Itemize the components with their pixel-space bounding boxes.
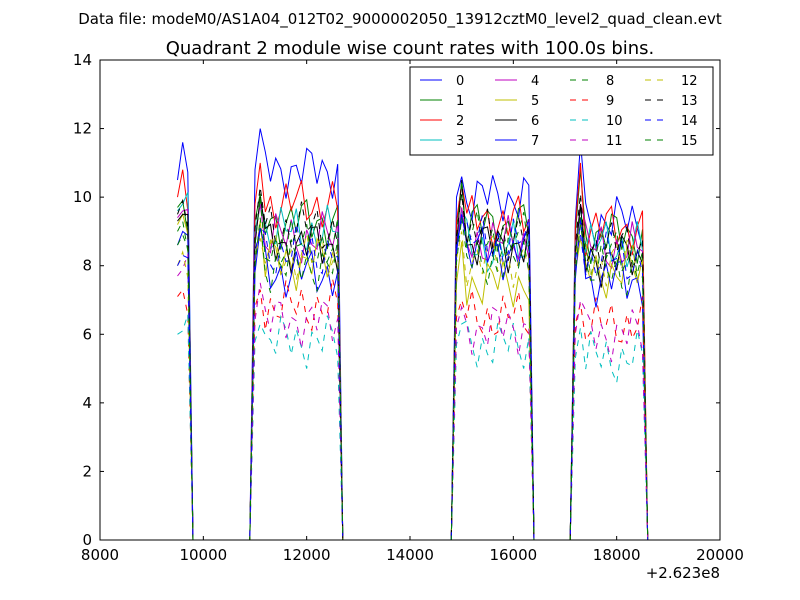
x-tick-label: 14000	[386, 546, 434, 564]
legend-label-3: 3	[456, 134, 464, 149]
y-tick-label: 6	[82, 325, 92, 343]
series-line-4	[177, 203, 649, 540]
legend-label-15: 15	[681, 134, 698, 149]
series-line-5	[177, 212, 649, 540]
series-line-15	[177, 217, 649, 540]
legend-label-11: 11	[606, 134, 623, 149]
x-tick-label: 20000	[696, 546, 744, 564]
legend-label-6: 6	[531, 114, 539, 129]
legend-label-7: 7	[531, 134, 539, 149]
y-tick-label: 12	[73, 120, 92, 138]
series-layer	[177, 128, 649, 540]
y-tick-label: 8	[82, 257, 92, 275]
x-offset-label: +2.623e8	[646, 564, 720, 582]
series-line-9	[177, 278, 649, 540]
legend-label-8: 8	[606, 74, 614, 89]
chart-suptitle: Data file: modeM0/AS1A04_012T02_90000020…	[78, 10, 722, 29]
series-line-12	[177, 224, 649, 540]
legend-label-4: 4	[531, 74, 539, 89]
series-line-7	[177, 214, 649, 540]
legend-label-5: 5	[531, 94, 539, 109]
legend-label-1: 1	[456, 94, 464, 109]
x-tick-label: 16000	[489, 546, 537, 564]
legend-label-10: 10	[606, 114, 623, 129]
series-line-13	[177, 186, 649, 540]
series-line-2	[177, 162, 649, 540]
x-tick-label: 8000	[81, 546, 119, 564]
y-tick-label: 0	[82, 531, 92, 549]
series-line-11	[177, 254, 649, 540]
y-tick-label: 10	[73, 188, 92, 206]
legend-label-2: 2	[456, 114, 464, 129]
x-tick-label: 18000	[593, 546, 641, 564]
series-line-8	[177, 179, 649, 540]
series-line-0	[177, 128, 649, 540]
y-tick-label: 14	[73, 51, 92, 69]
legend-label-9: 9	[606, 94, 614, 109]
x-tick-label: 12000	[283, 546, 331, 564]
chart-title: Quadrant 2 module wise count rates with …	[166, 38, 655, 59]
legend-label-13: 13	[681, 94, 698, 109]
y-tick-label: 2	[82, 462, 92, 480]
y-tick-label: 4	[82, 394, 92, 412]
x-tick-label: 10000	[179, 546, 227, 564]
legend-label-12: 12	[681, 74, 698, 89]
series-line-10	[177, 314, 649, 540]
series-line-6	[177, 179, 649, 540]
legend-label-0: 0	[456, 74, 464, 89]
legend-label-14: 14	[681, 114, 698, 129]
axis-ticks: 8000 10000 12000 14000 16000 18000 20000 0 2 4 6 8 1…	[73, 51, 744, 564]
series-line-14	[177, 215, 649, 540]
